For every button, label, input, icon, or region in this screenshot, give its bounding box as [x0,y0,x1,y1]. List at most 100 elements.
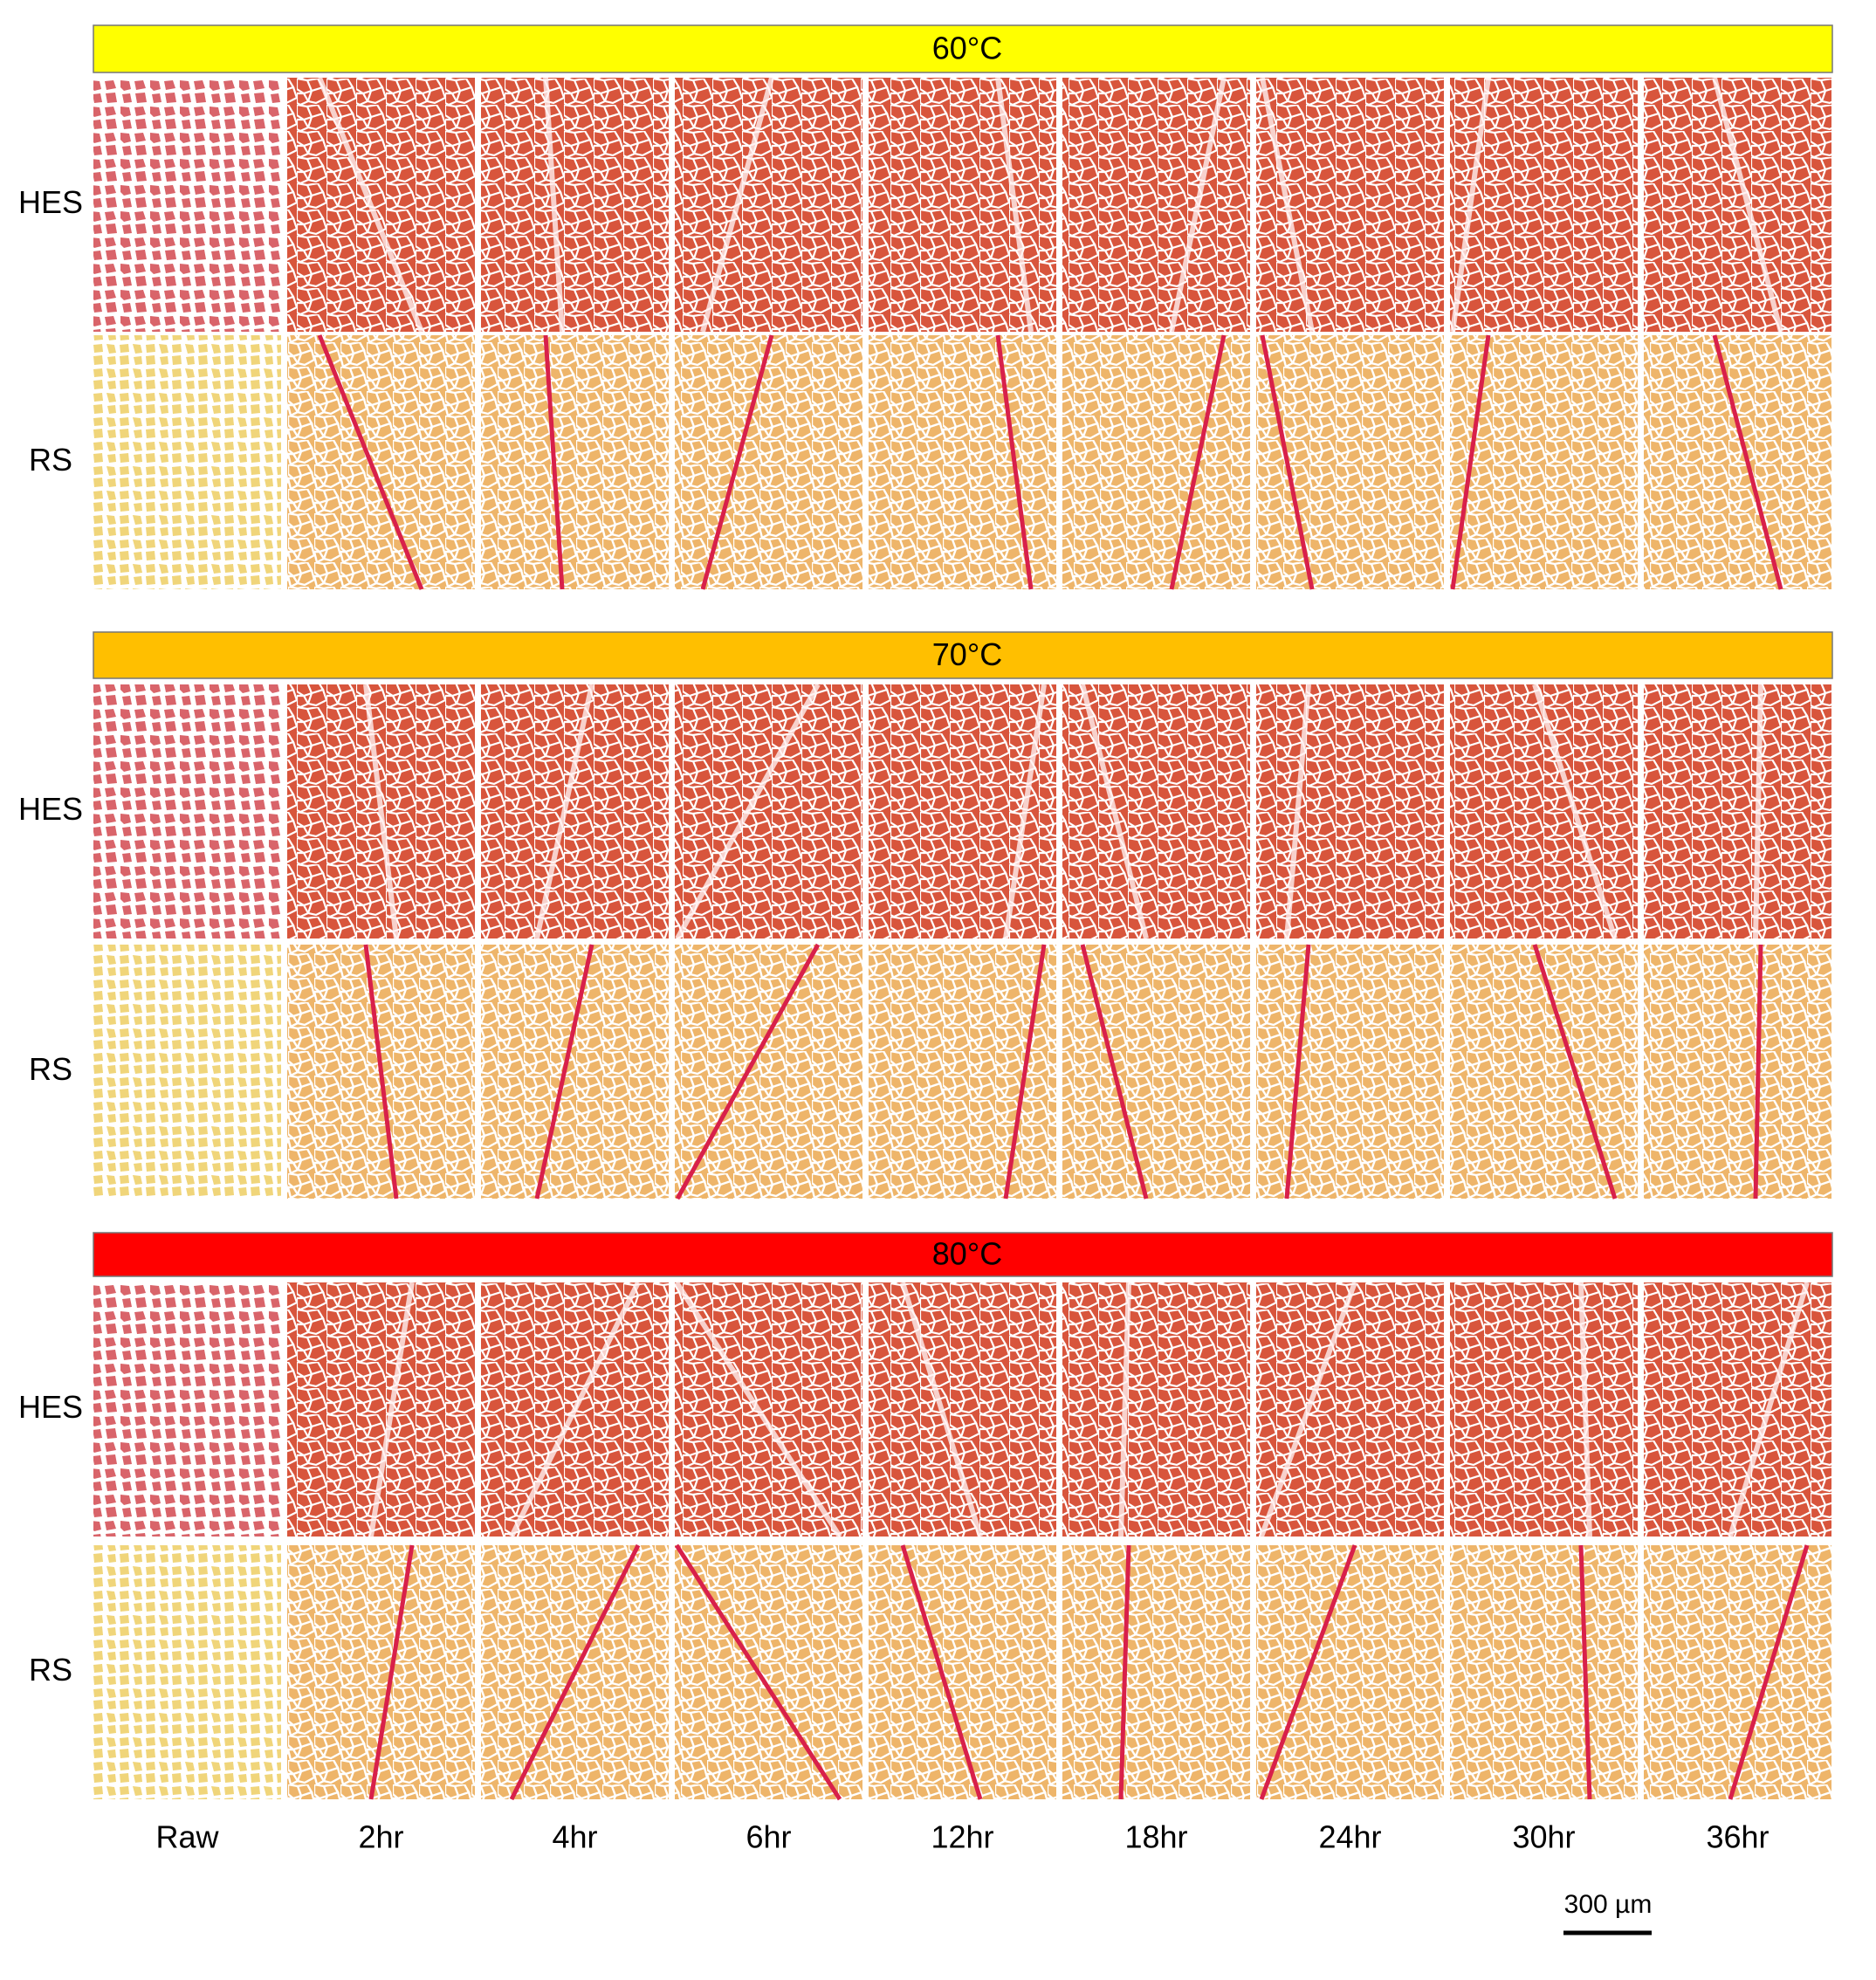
connective-tissue [1712,77,1783,333]
micrograph-tile [1644,78,1831,332]
micrograph-tile [1450,684,1638,938]
connective-tissue [1118,1282,1131,1537]
section-banner [93,1232,1833,1277]
connective-tissue [675,943,821,1200]
connective-tissue [900,1282,983,1537]
micrograph-tile [287,1545,475,1799]
connective-tissue [363,684,399,939]
connective-tissue [675,683,821,940]
connective-tissue [700,334,774,590]
column-label: 2hr [358,1819,403,1855]
micrograph-tile [1256,1282,1444,1537]
section-banner [93,631,1833,679]
connective-tissue [509,1281,641,1538]
connective-tissue [534,684,594,939]
column-label: 36hr [1706,1819,1769,1855]
connective-tissue [1450,77,1491,333]
micrograph-tile [869,684,1056,938]
micrograph-tile [1450,1545,1638,1799]
connective-tissue [543,77,565,333]
micrograph-tile [675,684,862,938]
micrograph-tile [1450,945,1638,1199]
micrograph-tile [1450,78,1638,332]
micrograph-tile [869,1282,1056,1537]
micrograph-tile [1644,1282,1831,1537]
micrograph-tile [93,1282,281,1537]
connective-tissue [1728,1544,1810,1800]
micrograph-tile [481,945,669,1199]
connective-tissue [1259,1544,1357,1800]
connective-tissue [363,944,399,1200]
connective-tissue [317,334,424,590]
micrograph-tile [1644,945,1831,1199]
micrograph-tile [1062,1545,1250,1799]
micrograph-tile [1644,684,1831,938]
micrograph-tile [1062,335,1250,589]
micrograph-tile [1062,1282,1250,1537]
micrograph-tile [1256,945,1444,1199]
row-label: RS [29,1652,72,1688]
micrograph-tile [1256,1545,1444,1799]
section-title: 70°C [932,636,1002,672]
scale-bar-label: 300 µm [1564,1890,1653,1919]
column-label: 18hr [1124,1819,1187,1855]
micrograph-tile [1644,1545,1831,1799]
column-label: 30hr [1512,1819,1575,1855]
connective-tissue [1259,1281,1357,1538]
connective-tissue [1260,77,1315,333]
column-label: 6hr [746,1819,791,1855]
micrograph-tile [1256,335,1444,589]
connective-tissue [674,1543,842,1801]
micrograph-tile [93,684,281,938]
micrograph-tile [675,945,862,1199]
connective-tissue [1080,944,1149,1200]
connective-tissue [1753,944,1763,1200]
micrograph-tile [481,684,669,938]
connective-tissue [368,1282,415,1537]
micrograph-tile [1256,684,1444,938]
connective-tissue [1118,1544,1131,1800]
connective-tissue [1578,1544,1592,1800]
connective-tissue [700,77,774,333]
connective-tissue [1728,1282,1810,1537]
connective-tissue [1284,684,1311,939]
connective-tissue [317,76,424,333]
connective-tissue [1753,684,1763,939]
micrograph-tile [481,335,669,589]
connective-tissue [995,77,1034,333]
connective-tissue [1532,944,1618,1200]
connective-tissue [1260,334,1315,590]
section-title: 60°C [932,31,1002,66]
connective-tissue [900,1544,983,1800]
connective-tissue [1284,944,1311,1200]
row-label: RS [29,1051,72,1087]
micrograph-tile [93,1545,281,1799]
row-label: RS [29,442,72,478]
connective-tissue [1003,944,1047,1200]
micrograph-tile [93,945,281,1199]
micrograph-tile [675,335,862,589]
row-label: HES [18,1389,83,1425]
micrograph-tile [869,945,1056,1199]
micrograph-tile [93,78,281,332]
row-label: HES [18,184,83,220]
connective-tissue [509,1543,641,1801]
connective-tissue [1450,334,1491,590]
micrograph-tile [1644,335,1831,589]
connective-tissue [368,1544,415,1800]
column-label: 4hr [552,1819,597,1855]
micrograph-tile [481,78,669,332]
connective-tissue [1712,334,1783,590]
connective-tissue [1003,684,1047,939]
micrograph-tile [287,78,475,332]
micrograph-tile [287,335,475,589]
micrograph-tile [93,335,281,589]
micrograph-tile [1450,335,1638,589]
micrograph-tile [675,78,862,332]
connective-tissue [995,334,1034,590]
row-label: HES [18,791,83,827]
connective-tissue [674,1281,842,1538]
connective-tissue [543,334,565,590]
connective-tissue [1169,77,1227,333]
